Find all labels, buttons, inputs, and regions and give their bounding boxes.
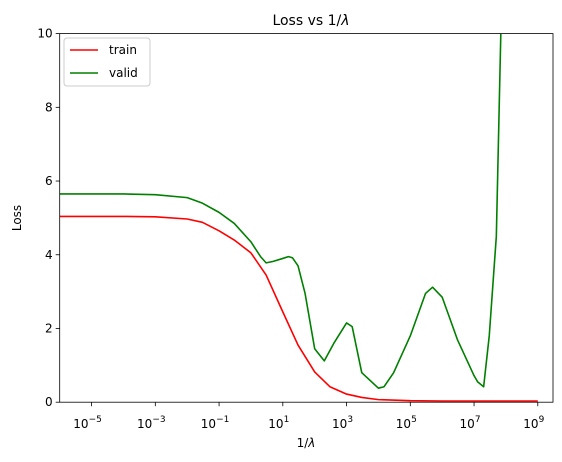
y-tick-label: 8 <box>45 100 53 114</box>
plot-frame <box>59 33 554 403</box>
y-tick-label: 4 <box>45 248 53 262</box>
y-tick-label: 6 <box>45 174 53 188</box>
x-tick-label: 107 <box>460 415 481 431</box>
y-tick-label: 2 <box>45 321 53 335</box>
x-axis: 10−5 10−3 10−1 101 103 105 107 109 <box>73 402 545 431</box>
x-tick-label: 103 <box>332 415 353 431</box>
y-tick-label: 10 <box>37 27 52 41</box>
series-line-valid <box>59 33 502 389</box>
y-axis-label: Loss <box>10 205 24 231</box>
x-tick-label: 10−1 <box>201 415 230 431</box>
x-tick-label: 101 <box>268 415 289 431</box>
legend-label-train: train <box>109 43 137 57</box>
x-tick-label: 105 <box>396 415 417 431</box>
x-axis-label: 1/λ <box>297 436 316 450</box>
x-tick-label: 10−3 <box>137 415 166 431</box>
legend-label-valid: valid <box>109 66 138 80</box>
series-line-train <box>59 215 538 402</box>
series-layer <box>59 33 538 402</box>
x-tick-label: 109 <box>523 415 544 431</box>
x-tick-label: 10−5 <box>73 415 102 431</box>
legend: train valid <box>63 37 151 87</box>
y-tick-label: 0 <box>45 395 53 409</box>
chart-title: Loss vs 1/λ <box>272 13 349 29</box>
y-axis: 0 2 4 6 8 10 <box>37 27 60 409</box>
